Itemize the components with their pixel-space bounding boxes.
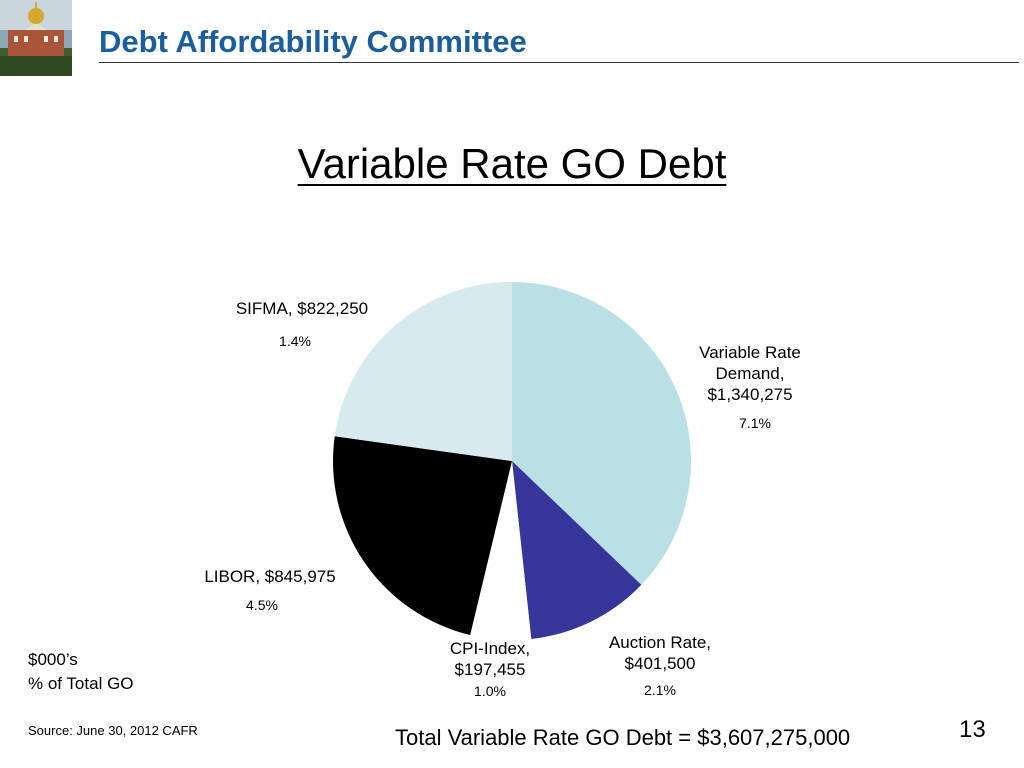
label-cpi-index: CPI-Index, $197,455 bbox=[420, 638, 560, 680]
label-libor-line1: LIBOR, $845,975 bbox=[204, 567, 336, 586]
label-variable-rate-demand-line2: Demand, bbox=[715, 364, 785, 383]
label-auction-rate: Auction Rate, $401,500 bbox=[590, 632, 730, 674]
label-variable-rate-demand-line3: $1,340,275 bbox=[707, 385, 793, 404]
label-sifma-line1: SIFMA, $822,250 bbox=[235, 299, 369, 318]
units-note-dollars: $000’s bbox=[28, 650, 78, 669]
pct-variable-rate-demand: 7.1% bbox=[739, 415, 771, 431]
slide-title-text: Variable Rate GO Debt bbox=[297, 140, 727, 187]
label-variable-rate-demand: Variable Rate Demand, $1,340,275 bbox=[680, 342, 820, 405]
label-sifma: SIFMA, $822,250 bbox=[212, 298, 392, 319]
label-libor: LIBOR, $845,975 bbox=[180, 566, 360, 587]
pct-cpi-index: 1.0% bbox=[474, 683, 506, 699]
units-note: $000’s % of Total GO bbox=[28, 648, 134, 696]
state-house-photo bbox=[0, 0, 72, 76]
label-variable-rate-demand-line1: Variable Rate bbox=[699, 343, 801, 362]
pie-slice-sifma bbox=[334, 282, 512, 461]
header-title: Debt Affordability Committee bbox=[99, 24, 527, 59]
source-note: Source: June 30, 2012 CAFR bbox=[28, 723, 198, 738]
pie-slice-auction-rate bbox=[512, 461, 642, 639]
label-auction-rate-line1: Auction Rate, bbox=[608, 633, 712, 652]
label-cpi-index-line1: CPI-Index, bbox=[449, 639, 531, 658]
pie-slice-cpi-index bbox=[470, 461, 532, 641]
pct-libor: 4.5% bbox=[246, 597, 278, 613]
header-rule bbox=[99, 62, 1019, 63]
total-note: Total Variable Rate GO Debt = $3,607,275… bbox=[395, 725, 851, 750]
pct-sifma: 1.4% bbox=[279, 333, 311, 349]
pie-slice-libor bbox=[333, 436, 512, 636]
label-auction-rate-line2: $401,500 bbox=[624, 654, 696, 673]
page-number: 13 bbox=[959, 716, 986, 743]
pie-slice-variable-rate-demand bbox=[512, 282, 691, 585]
pct-auction-rate: 2.1% bbox=[644, 682, 676, 698]
slide-title: Variable Rate GO Debt bbox=[0, 140, 1024, 188]
units-note-percent: % of Total GO bbox=[28, 674, 134, 693]
label-cpi-index-line2: $197,455 bbox=[454, 660, 526, 679]
